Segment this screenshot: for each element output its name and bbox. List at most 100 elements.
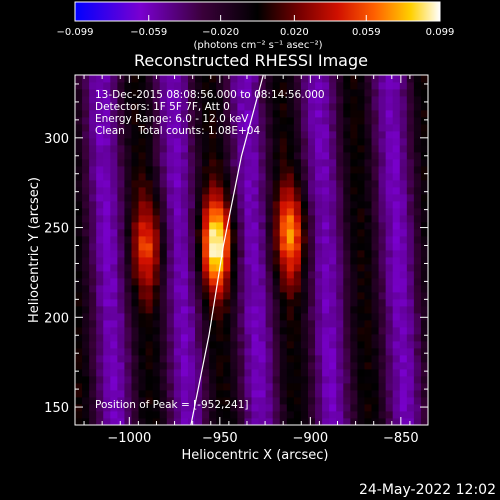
heatmap-cell (293, 187, 302, 195)
heatmap-cell (265, 173, 274, 181)
heatmap-cell (420, 124, 428, 132)
heatmap-cell (187, 397, 196, 405)
heatmap-cell (406, 369, 415, 377)
heatmap-cell (378, 201, 387, 209)
heatmap-cell (265, 397, 274, 405)
heatmap-cell (413, 110, 422, 118)
heatmap-cell (124, 285, 132, 293)
heatmap-cell (75, 348, 83, 356)
heatmap-cell (307, 264, 316, 272)
heatmap-cell (378, 173, 387, 181)
heatmap-cell (322, 208, 330, 216)
heatmap-cell (187, 131, 196, 139)
heatmap-cell (117, 306, 125, 314)
heatmap-cell (307, 103, 316, 111)
heatmap-cell (307, 243, 316, 251)
heatmap-cell (216, 243, 224, 251)
heatmap-cell (124, 341, 132, 349)
heatmap-cell (350, 96, 358, 104)
heatmap-cell (209, 404, 217, 412)
heatmap-cell (364, 250, 372, 258)
heatmap-cell (385, 313, 394, 321)
heatmap-cell (145, 278, 154, 286)
heatmap-cell (152, 404, 161, 412)
heatmap-cell (272, 159, 281, 167)
heatmap-cell (307, 89, 316, 97)
heatmap-cell (131, 327, 139, 335)
heatmap-cell (428, 215, 435, 222)
heatmap-cell (357, 362, 365, 370)
heatmap-cell (343, 397, 351, 405)
heatmap-cell (138, 131, 146, 139)
heatmap-cell (413, 201, 422, 209)
heatmap-cell (251, 173, 259, 181)
heatmap-cell (420, 376, 428, 384)
heatmap-cell (329, 89, 337, 97)
heatmap-cell (378, 411, 387, 419)
heatmap-cell (209, 383, 217, 391)
heatmap-cell (420, 320, 428, 328)
heatmap-cell (420, 96, 428, 104)
heatmap-cell (279, 397, 288, 405)
info-line-detectors: Detectors: 1F 5F 7F, Att 0 (95, 101, 230, 113)
heatmap-cell (357, 411, 365, 419)
heatmap-cell (173, 271, 182, 279)
heatmap-cell (406, 362, 415, 370)
heatmap-cell (117, 201, 125, 209)
heatmap-cell (216, 306, 224, 314)
heatmap-cell (145, 292, 154, 300)
heatmap-cell (209, 362, 217, 370)
heatmap-cell (237, 313, 245, 321)
heatmap-cell (406, 264, 415, 272)
heatmap-cell (75, 159, 83, 167)
heatmap-cell (96, 278, 104, 286)
heatmap-cell (286, 250, 295, 258)
heatmap-cell (258, 180, 267, 188)
heatmap-cell (75, 257, 83, 265)
heatmap-cell (195, 334, 203, 342)
heatmap-cell (364, 320, 372, 328)
heatmap-cell (173, 334, 182, 342)
heatmap-cell (145, 383, 154, 391)
heatmap-cell (89, 152, 97, 160)
heatmap-cell (110, 306, 118, 314)
heatmap-cell (428, 369, 435, 376)
heatmap-cell (265, 418, 274, 425)
heatmap-cell (159, 313, 168, 321)
heatmap-cell (272, 82, 281, 90)
heatmap-cell (223, 131, 231, 139)
heatmap-cell (173, 124, 182, 132)
heatmap-cell (364, 355, 372, 363)
heatmap-cell (272, 222, 281, 230)
heatmap-cell (392, 187, 401, 195)
heatmap-cell (152, 159, 161, 167)
heatmap-cell (202, 166, 210, 174)
heatmap-cell (138, 208, 146, 216)
heatmap-cell (399, 82, 408, 90)
heatmap-cell (413, 82, 422, 90)
heatmap-cell (322, 278, 330, 286)
heatmap-cell (202, 250, 210, 258)
heatmap-cell (300, 131, 309, 139)
heatmap-cell (216, 229, 224, 237)
heatmap-cell (272, 271, 281, 279)
heatmap-cell (124, 201, 132, 209)
heatmap-cell (428, 124, 435, 131)
heatmap-cell (251, 355, 259, 363)
heatmap-cell (244, 271, 252, 279)
heatmap-cell (244, 376, 252, 384)
heatmap-cell (173, 89, 182, 97)
heatmap-cell (124, 131, 132, 139)
heatmap-cell (124, 103, 132, 111)
heatmap-cell (420, 250, 428, 258)
heatmap-cell (166, 194, 175, 202)
heatmap-cell (307, 96, 316, 104)
heatmap-cell (202, 411, 210, 419)
heatmap-cell (209, 82, 217, 90)
heatmap-cell (131, 82, 139, 90)
heatmap-cell (307, 180, 316, 188)
heatmap-cell (258, 201, 267, 209)
heatmap-cell (110, 215, 118, 223)
heatmap-cell (145, 236, 154, 244)
heatmap-cell (279, 166, 288, 174)
